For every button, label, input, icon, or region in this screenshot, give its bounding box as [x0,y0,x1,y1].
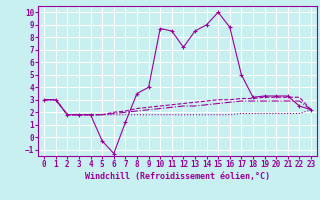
X-axis label: Windchill (Refroidissement éolien,°C): Windchill (Refroidissement éolien,°C) [85,172,270,181]
